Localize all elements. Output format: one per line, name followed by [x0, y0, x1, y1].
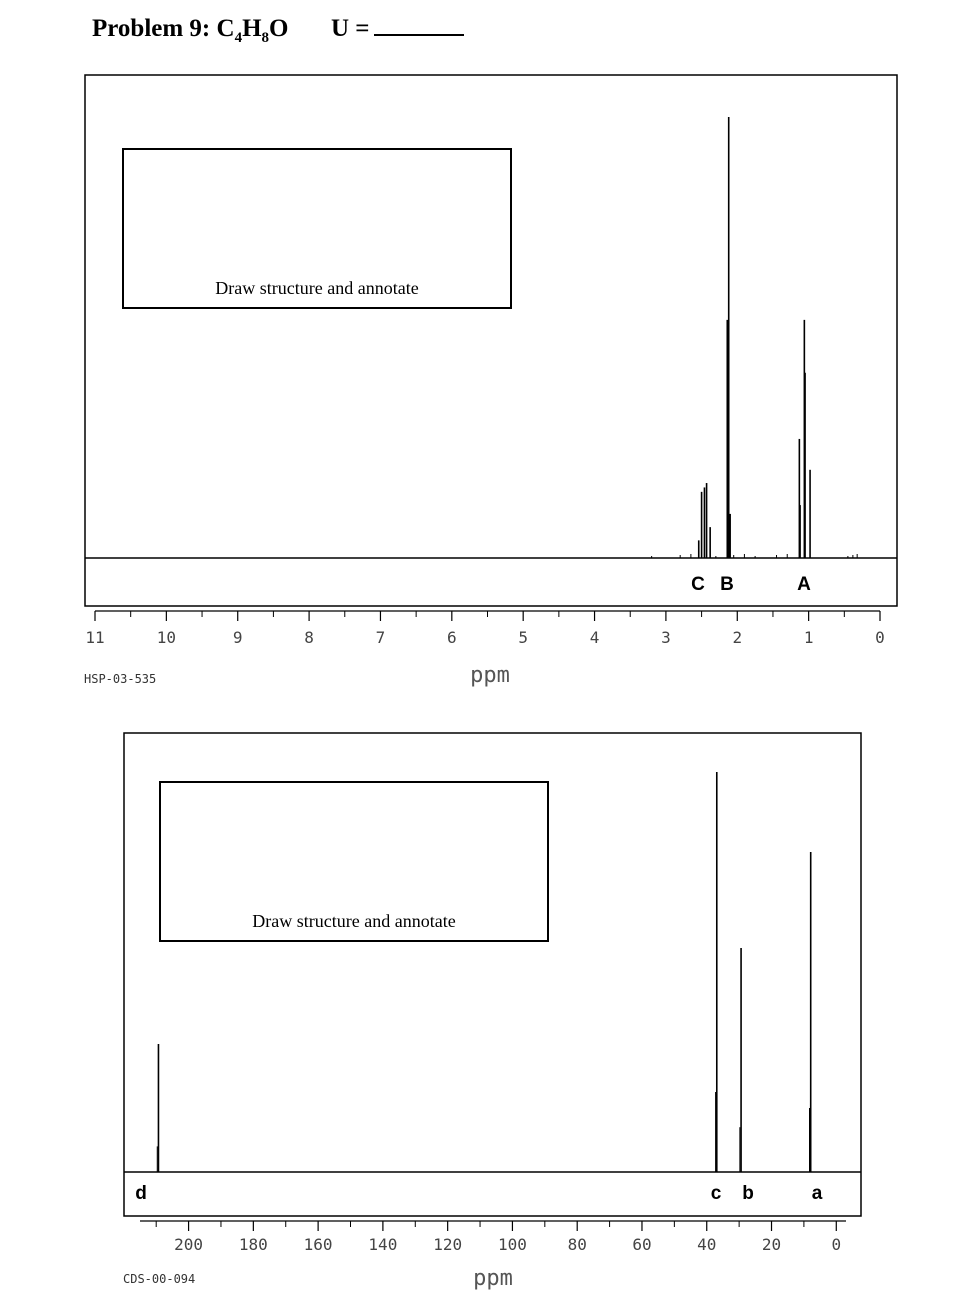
h1-peak-group [697, 117, 811, 558]
unsaturation-answer-blank[interactable] [373, 12, 464, 36]
c13-tick-group: 200 180 160 140 120 100 80 60 40 20 0 [155, 1221, 841, 1254]
c13-tick-label-80: 80 [568, 1235, 587, 1254]
h1-structure-box-text: Draw structure and annotate [215, 278, 419, 298]
molecular-formula: C4H8O [216, 15, 289, 46]
h1-xlabel: ppm [470, 663, 510, 688]
h1-noise-group [651, 554, 858, 558]
h1-code: HSP-03-535 [84, 672, 156, 686]
c13-peak-label-b: b [742, 1183, 754, 1204]
c13-peak-group [156, 772, 812, 1172]
h1-peak-label-C: C [691, 574, 705, 595]
h1-tick-label-7: 7 [376, 628, 386, 647]
h1-tick-label-1: 1 [804, 628, 814, 647]
h1-tick-label-6: 6 [447, 628, 457, 647]
c13-peak-label-d: d [135, 1183, 147, 1204]
h1-tick-label-8: 8 [304, 628, 314, 647]
c13-xlabel: ppm [473, 1266, 513, 1291]
c13-tick-label-200: 200 [174, 1235, 203, 1254]
c13-tick-label-100: 100 [498, 1235, 527, 1254]
h1-tick-label-3: 3 [661, 628, 671, 647]
h1-tick-label-11: 11 [85, 628, 104, 647]
c13-structure-box-text: Draw structure and annotate [252, 911, 456, 931]
h1-structure-box[interactable]: Draw structure and annotate [122, 148, 512, 309]
h1-tick-label-9: 9 [233, 628, 243, 647]
c13-tick-label-120: 120 [433, 1235, 462, 1254]
h1-tick-label-5: 5 [518, 628, 528, 647]
h1-peak-label-B: B [720, 574, 734, 595]
c13-tick-label-0: 0 [831, 1235, 841, 1254]
h1-tick-label-4: 4 [590, 628, 600, 647]
c13-structure-box[interactable]: Draw structure and annotate [159, 781, 549, 942]
h1-tick-label-10: 10 [157, 628, 176, 647]
c13-frame [123, 732, 862, 1217]
c13-peak-label-c: c [711, 1183, 722, 1204]
h1-tick-label-0: 0 [875, 628, 885, 647]
h1-frame [84, 74, 898, 607]
h1-tick-label-2: 2 [732, 628, 742, 647]
c13-code: CDS-00-094 [123, 1272, 195, 1286]
unsaturation-label: U = [330, 15, 370, 42]
c13-tick-label-60: 60 [632, 1235, 651, 1254]
c13-tick-label-20: 20 [762, 1235, 781, 1254]
c13-tick-label-40: 40 [697, 1235, 716, 1254]
h1-tick-group: 11 10 9 8 7 6 5 4 3 2 1 0 [85, 611, 885, 647]
problem-title: Problem 9: C4H8O U = [92, 12, 464, 47]
problem-label: Problem 9: [92, 15, 211, 42]
c13-peak-label-a: a [812, 1183, 823, 1204]
c13-tick-label-180: 180 [239, 1235, 268, 1254]
c13-tick-label-140: 140 [368, 1235, 397, 1254]
h1-peak-label-A: A [797, 574, 811, 595]
c13-tick-label-160: 160 [304, 1235, 333, 1254]
